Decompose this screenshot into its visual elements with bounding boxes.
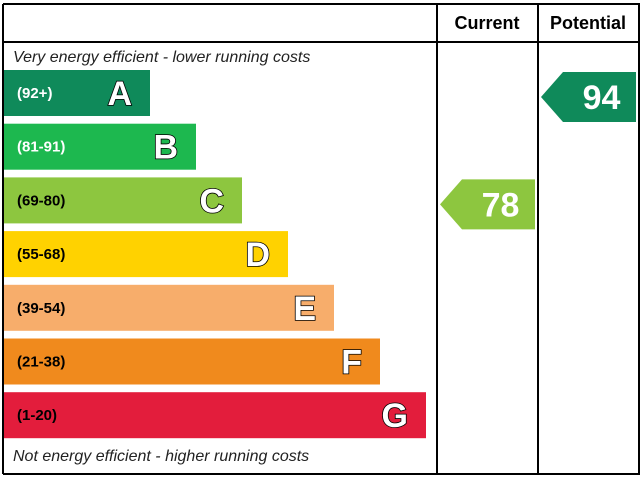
band-d: (55-68) D [4, 231, 288, 278]
band-bar-c [4, 177, 242, 224]
band-range-label: (92+) [17, 85, 52, 102]
current-column-header: Current [454, 13, 519, 33]
potential-score-value: 94 [583, 79, 621, 117]
band-bar-e [4, 284, 334, 331]
band-range-label: (55-68) [17, 246, 65, 263]
band-f: (21-38) F [4, 338, 380, 385]
potential-column-header: Potential [550, 13, 626, 33]
band-b: (81-91) B [4, 123, 196, 170]
band-range-label: (21-38) [17, 354, 65, 371]
band-letter-label: D [245, 236, 270, 274]
band-range-label: (69-80) [17, 192, 65, 209]
band-letter-label: B [153, 129, 178, 167]
chart-frame [2, 3, 640, 475]
band-letter-label: G [382, 397, 408, 435]
current-rating-arrow: 78 [440, 179, 535, 230]
band-letter-label: E [293, 290, 316, 328]
band-bar-d [4, 231, 288, 278]
band-letter-label: A [107, 75, 132, 113]
potential-arrow-shape [541, 72, 636, 122]
band-c: (69-80) C [4, 177, 242, 224]
band-bar-a [4, 70, 150, 116]
current-arrow-shape [440, 179, 535, 230]
bottom-efficiency-note: Not energy efficient - higher running co… [13, 448, 309, 465]
band-range-label: (39-54) [17, 300, 65, 317]
band-e: (39-54) E [4, 284, 334, 331]
current-score-value: 78 [482, 186, 520, 224]
band-letter-label: F [341, 344, 362, 382]
band-bar-f [4, 338, 380, 385]
band-range-label: (1-20) [17, 407, 57, 424]
band-a: (92+) A [4, 70, 150, 116]
potential-rating-arrow: 94 [541, 72, 636, 122]
band-g: (1-20) G [4, 392, 426, 439]
band-letter-label: C [199, 182, 224, 220]
rating-bands: (92+) A (81-91) B (69-80) C (55-68) D (39-54) E (2… [4, 70, 426, 439]
top-efficiency-note: Very energy efficient - lower running co… [13, 49, 310, 66]
band-range-label: (81-91) [17, 139, 65, 156]
band-bar-b [4, 123, 196, 170]
band-bar-g [4, 392, 426, 439]
